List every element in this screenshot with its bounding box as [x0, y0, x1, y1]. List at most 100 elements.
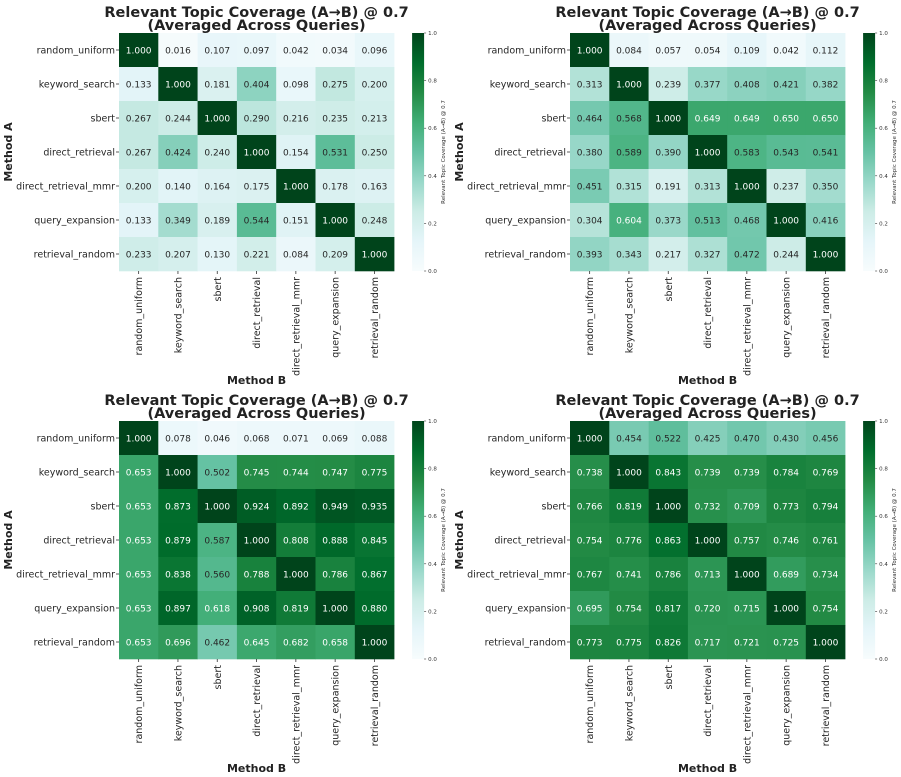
cell-value-label: 0.178: [322, 183, 348, 193]
x-axis-label: Method B: [227, 762, 286, 775]
heatmap-cell: [236, 203, 277, 238]
heatmap-cell: [727, 625, 767, 660]
cell-value-label: 0.649: [695, 115, 721, 125]
colorbar: [412, 421, 425, 659]
cell-value-label: 0.754: [577, 537, 603, 547]
y-axis-label: Method A: [2, 122, 15, 182]
colorbar-tick-label: 1.0: [428, 419, 437, 425]
x-tick-label: direct_retrieval_mmr: [291, 277, 302, 376]
cell-value-label: 0.315: [616, 183, 642, 193]
heatmap-cell: [315, 523, 356, 558]
y-axis-label: Method A: [2, 510, 15, 570]
heatmap-cell: [276, 33, 316, 68]
colorbar: [863, 421, 876, 659]
y-tick-label: retrieval_random: [34, 250, 115, 261]
cell-value-label: 1.000: [322, 217, 348, 227]
y-tick-label: query_expansion: [34, 604, 115, 615]
heatmap-cell: [119, 523, 159, 558]
heatmap-cell: [354, 33, 395, 68]
heatmap-cell: [648, 169, 689, 204]
cell-value-label: 1.000: [616, 81, 642, 91]
panel-subtitle: (Averaged Across Queries): [147, 18, 365, 34]
cell-value-label: 0.786: [655, 571, 681, 581]
heatmap-cell: [197, 591, 238, 626]
heatmap-cell: [687, 33, 728, 68]
cell-value-label: 0.867: [362, 571, 388, 581]
heatmap-cell: [315, 237, 356, 272]
cell-value-label: 0.200: [126, 183, 152, 193]
cell-value-label: 0.583: [734, 149, 760, 159]
x-tick-label: direct_retrieval: [252, 665, 263, 737]
cell-value-label: 0.892: [283, 503, 309, 513]
cell-value-label: 1.000: [734, 183, 760, 193]
cell-value-label: 0.088: [362, 435, 388, 445]
cell-value-label: 0.843: [655, 469, 681, 479]
heatmap-cell: [236, 169, 277, 204]
cell-value-label: 0.721: [734, 639, 760, 649]
y-tick-label: keyword_search: [490, 80, 566, 91]
heatmap-cell: [727, 237, 767, 272]
cell-value-label: 0.430: [773, 435, 799, 445]
cell-value-label: 0.181: [204, 81, 230, 91]
heatmap-cell: [570, 625, 610, 660]
heatmap-cell: [766, 421, 807, 456]
heatmap-cell: [236, 523, 277, 558]
heatmap-cell: [609, 421, 649, 456]
heatmap-cell: [354, 557, 395, 592]
cell-value-label: 0.235: [322, 115, 348, 125]
heatmap-cell: [276, 135, 316, 170]
heatmap-cell: [570, 557, 610, 592]
cell-value-label: 0.873: [165, 503, 191, 513]
colorbar-tick-label: 0.6: [879, 126, 888, 132]
heatmap-cell: [315, 169, 356, 204]
y-axis-label: Method A: [453, 122, 466, 182]
colorbar-tick-label: 0.0: [428, 657, 437, 663]
cell-value-label: 0.649: [734, 115, 760, 125]
colorbar: [863, 33, 876, 271]
cell-value-label: 0.826: [655, 639, 681, 649]
cell-value-label: 0.863: [655, 537, 681, 547]
cell-value-label: 1.000: [283, 183, 309, 193]
heatmap-cell: [609, 33, 649, 68]
colorbar-tick-label: 0.4: [428, 174, 437, 180]
colorbar-tick-label: 1.0: [428, 31, 437, 37]
cell-value-label: 0.098: [283, 81, 309, 91]
cell-value-label: 0.164: [204, 183, 230, 193]
heatmap-cell: [687, 591, 728, 626]
heatmap-cell: [354, 203, 395, 238]
heatmap-cell: [805, 523, 846, 558]
cell-value-label: 1.000: [577, 435, 603, 445]
cell-value-label: 0.046: [204, 435, 230, 445]
x-axis-label: Method B: [227, 374, 286, 387]
cell-value-label: 0.109: [734, 47, 760, 57]
heatmap-cell: [766, 557, 807, 592]
cell-value-label: 0.054: [695, 47, 721, 57]
heatmap-cell: [197, 625, 238, 660]
y-tick-label: random_uniform: [37, 46, 115, 57]
cell-value-label: 0.377: [695, 81, 721, 91]
cell-value-label: 0.682: [283, 639, 309, 649]
cell-value-label: 1.000: [204, 115, 230, 125]
panel-title: Relevant Topic Coverage (A→B) @ 0.7: [104, 393, 408, 409]
heatmap-cell: [570, 523, 610, 558]
heatmap-cell: [805, 489, 846, 524]
heatmap-cell: [158, 489, 198, 524]
heatmap-cell: [236, 33, 277, 68]
heatmap-cell: [687, 523, 728, 558]
heatmap-cell: [648, 591, 689, 626]
heatmap-cell: [570, 33, 610, 68]
heatmap-cell: [727, 33, 767, 68]
cell-value-label: 0.746: [773, 537, 799, 547]
cell-value-label: 0.096: [362, 47, 388, 57]
cell-value-label: 0.587: [204, 537, 230, 547]
heatmap-cell: [315, 421, 356, 456]
heatmap-cell: [158, 557, 198, 592]
heatmap-cell: [805, 67, 846, 102]
heatmap-cell: [727, 67, 767, 102]
y-tick-label: keyword_search: [490, 468, 566, 479]
colorbar-tick-label: 1.0: [879, 31, 888, 37]
heatmap-cell: [727, 421, 767, 456]
cell-value-label: 0.424: [165, 149, 191, 159]
heatmap-cell: [354, 169, 395, 204]
cell-value-label: 0.107: [204, 47, 230, 57]
